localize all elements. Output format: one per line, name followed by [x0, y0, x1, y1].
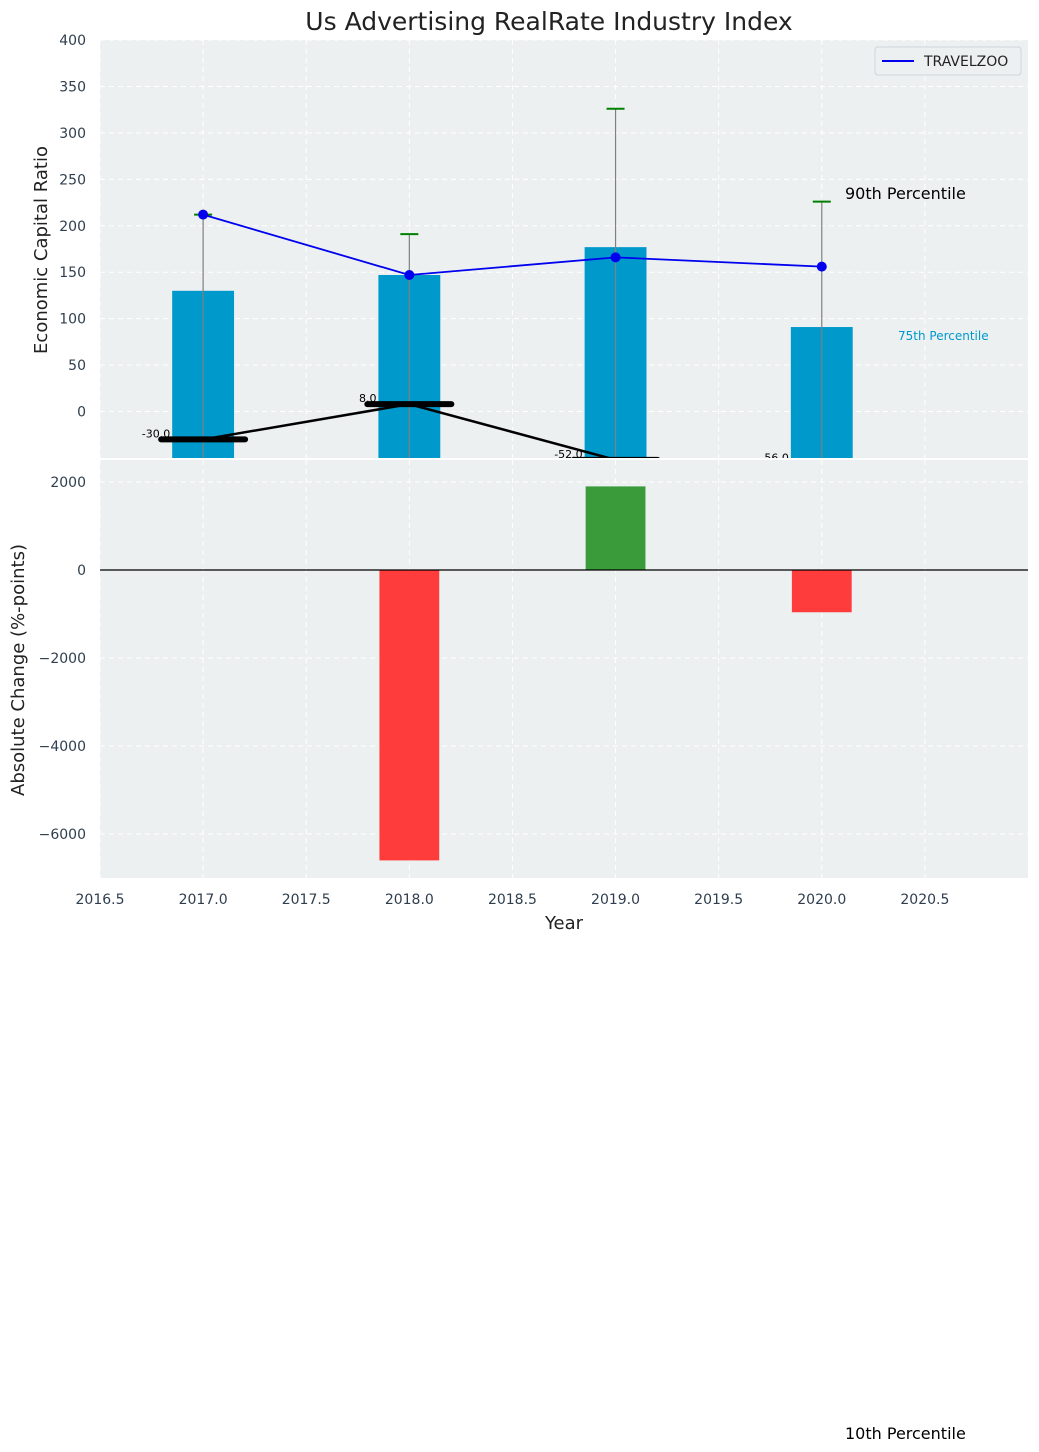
- x-tick-label: 2017.5: [282, 892, 331, 908]
- series-line-travelzoo: [202, 213, 822, 276]
- bottom-panel-marks: [100, 486, 1028, 861]
- plot-area-bottom: [100, 460, 1028, 878]
- legend-box: [874, 46, 1022, 76]
- median-value-label: 8.0: [359, 392, 377, 405]
- y-axis-label-bottom: Absolute Change (%-points): [8, 544, 29, 796]
- annotation-75th-percentile: 75th Percentile: [898, 329, 989, 343]
- x-tick-label: 2020.0: [797, 892, 846, 908]
- x-tick-label: 2017.0: [179, 892, 228, 908]
- y-tick-label-top: 150: [59, 265, 86, 281]
- y-tick-label-bottom: 0: [77, 563, 86, 579]
- x-tick-label: 2019.0: [591, 892, 640, 908]
- median-value-label: -30.0: [142, 427, 170, 440]
- change-bar: [791, 570, 852, 613]
- y-tick-label-top: 50: [68, 358, 86, 374]
- y-tick-label-top: 350: [59, 79, 86, 95]
- median-line: [202, 402, 614, 458]
- y-tick-label-bottom: −2000: [39, 651, 86, 667]
- x-tick-label: 2018.5: [488, 892, 537, 908]
- x-tick-label: 2016.5: [76, 892, 125, 908]
- y-axis-label-top: Economic Capital Ratio: [31, 146, 52, 354]
- y-tick-label-bottom: 2000: [50, 475, 86, 491]
- y-tick-label-top: 250: [59, 172, 86, 188]
- annotation-90th-percentile: 90th Percentile: [845, 184, 966, 203]
- median-value-label: -52.0: [554, 448, 582, 461]
- y-tick-label-top: 300: [59, 126, 86, 142]
- change-bar: [379, 570, 440, 861]
- x-axis-label: Year: [544, 913, 584, 934]
- median-value-label: …: [920, 453, 931, 466]
- annotation-10th-percentile: 10th Percentile: [845, 1424, 966, 1443]
- y-tick-label-top: 100: [59, 312, 86, 328]
- x-tick-label: 2019.5: [694, 892, 743, 908]
- legend: TRAVELZOO: [874, 46, 1022, 76]
- x-tick-label: 2020.5: [900, 892, 949, 908]
- y-tick-label-top: 400: [59, 33, 86, 49]
- legend-entry-travelzoo: TRAVELZOO: [923, 54, 1008, 70]
- y-tick-label-top: 0: [77, 405, 86, 421]
- series-point-travelzoo: [198, 209, 209, 220]
- series-point-travelzoo: [610, 252, 621, 263]
- plot-area-top: [100, 40, 1028, 458]
- y-tick-label-bottom: −4000: [39, 739, 86, 755]
- series-point-travelzoo: [816, 261, 827, 272]
- median-value-label: -56.0: [760, 452, 788, 465]
- x-tick-label: 2018.0: [385, 892, 434, 908]
- change-bar: [585, 486, 646, 570]
- top-panel-marks: -30.0 8.0 -52.0 -56.0 …: [142, 107, 931, 466]
- y-tick-label-top: 200: [59, 219, 86, 235]
- chart-title: Us Advertising RealRate Industry Index: [305, 7, 792, 36]
- y-tick-label-bottom: −6000: [39, 827, 86, 843]
- series-point-travelzoo: [404, 270, 415, 281]
